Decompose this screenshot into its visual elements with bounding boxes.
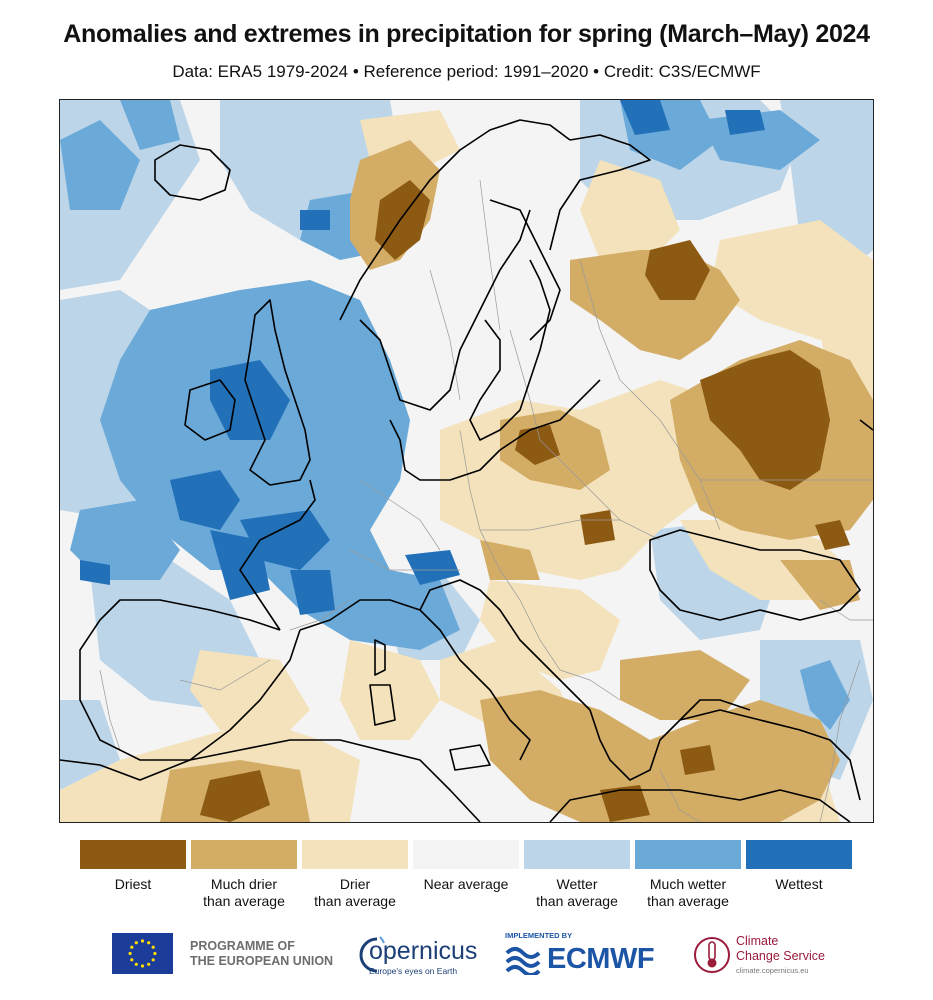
wettest-regions	[80, 100, 765, 615]
map-title: Anomalies and extremes in precipitation …	[63, 20, 870, 48]
thermometer-icon	[694, 937, 730, 973]
ecmwf-logo: IMPLEMENTED BY ECMWF	[505, 929, 675, 981]
legend-item-near-average: Near average	[413, 840, 519, 893]
legend-label: Driest	[114, 876, 152, 892]
eu-stars-icon	[128, 939, 157, 968]
coastlines	[60, 119, 873, 822]
legend-swatch	[524, 840, 630, 869]
legend-swatch	[302, 840, 408, 869]
legend-item-wetter: Wetter than average	[524, 840, 630, 910]
legend-item-driest: Driest	[80, 840, 186, 893]
ecmwf-wordmark: ECMWF	[547, 943, 655, 975]
legend-swatch	[80, 840, 186, 869]
country-borders	[99, 179, 873, 822]
legend-swatch	[746, 840, 852, 869]
legend-swatch	[413, 840, 519, 869]
eu-programme-text: PROGRAMME OF THE EUROPEAN UNION	[190, 939, 334, 968]
legend-label: Wetter than average	[536, 876, 618, 909]
ecmwf-wave-icon	[505, 947, 541, 975]
legend-label: Much wetter than average	[647, 876, 729, 909]
legend-swatch	[635, 840, 741, 869]
legend-label: Much drier than average	[203, 876, 285, 909]
legend-label: Near average	[423, 876, 509, 892]
precipitation-anomaly-map	[59, 99, 874, 823]
map-canvas	[60, 100, 873, 822]
copernicus-c-icon	[359, 936, 385, 973]
c3s-url: climate.copernicus.eu	[736, 966, 809, 975]
legend-label: Drier than average	[314, 876, 396, 909]
copernicus-logo: opernicus Europe's eyes on Earth	[355, 929, 478, 981]
legend: Driest Much drier than average Drier than …	[80, 840, 853, 910]
logo-bar: PROGRAMME OF THE EUROPEAN UNION opernicu…	[0, 925, 933, 985]
map-subtitle: Data: ERA5 1979-2024 • Reference period:…	[172, 62, 761, 81]
eu-flag-logo	[112, 933, 173, 974]
copernicus-tagline: Europe's eyes on Earth	[369, 966, 458, 976]
climate-change-service-logo: Climate Change Service climate.copernicu…	[693, 929, 843, 981]
legend-label: Wettest	[775, 876, 823, 892]
copernicus-wordmark: opernicus	[369, 937, 478, 965]
ecmwf-implemented-by: IMPLEMENTED BY	[505, 931, 573, 940]
driest-regions	[200, 180, 850, 822]
legend-item-drier: Drier than average	[302, 840, 408, 910]
legend-item-wettest: Wettest	[746, 840, 852, 893]
legend-item-much-wetter: Much wetter than average	[635, 840, 741, 910]
legend-swatch	[191, 840, 297, 869]
legend-item-much-drier: Much drier than average	[191, 840, 297, 910]
c3s-name: Climate Change Service	[736, 934, 825, 963]
